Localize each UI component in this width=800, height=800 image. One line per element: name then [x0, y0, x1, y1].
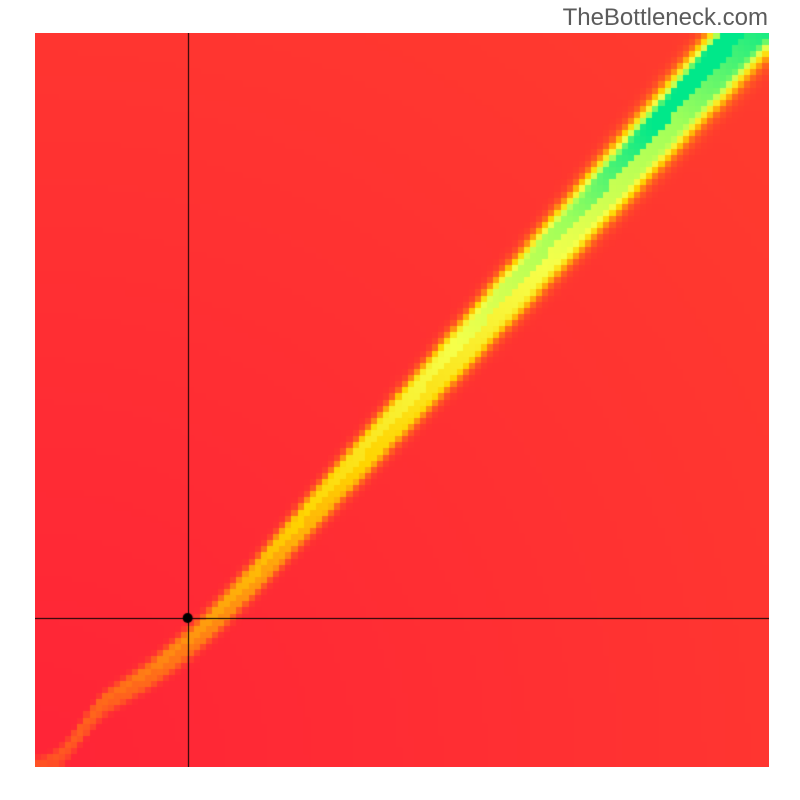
figure-container: TheBottleneck.com: [0, 0, 800, 800]
watermark-text: TheBottleneck.com: [563, 4, 768, 32]
bottleneck-heatmap: [35, 33, 769, 767]
